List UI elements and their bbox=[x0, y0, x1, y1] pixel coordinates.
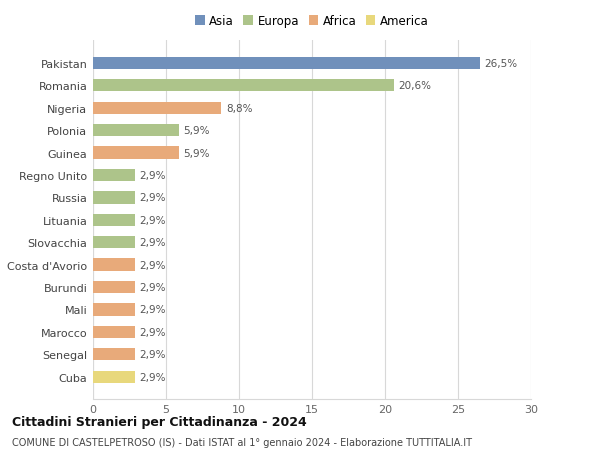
Text: COMUNE DI CASTELPETROSO (IS) - Dati ISTAT al 1° gennaio 2024 - Elaborazione TUTT: COMUNE DI CASTELPETROSO (IS) - Dati ISTA… bbox=[12, 437, 472, 447]
Bar bbox=[93, 125, 179, 137]
Bar bbox=[93, 214, 136, 226]
Bar bbox=[93, 169, 136, 182]
Bar bbox=[93, 57, 480, 70]
Bar bbox=[93, 281, 136, 294]
Bar bbox=[93, 80, 394, 92]
Bar bbox=[93, 236, 136, 249]
Text: 2,9%: 2,9% bbox=[140, 282, 166, 292]
Text: 20,6%: 20,6% bbox=[398, 81, 431, 91]
Text: 5,9%: 5,9% bbox=[184, 148, 210, 158]
Text: 2,9%: 2,9% bbox=[140, 171, 166, 180]
Text: 2,9%: 2,9% bbox=[140, 327, 166, 337]
Legend: Asia, Europa, Africa, America: Asia, Europa, Africa, America bbox=[191, 11, 433, 31]
Text: 2,9%: 2,9% bbox=[140, 372, 166, 382]
Bar bbox=[93, 371, 136, 383]
Bar bbox=[93, 304, 136, 316]
Bar bbox=[93, 348, 136, 361]
Text: 5,9%: 5,9% bbox=[184, 126, 210, 136]
Bar bbox=[93, 147, 179, 159]
Text: 26,5%: 26,5% bbox=[484, 59, 517, 69]
Text: 2,9%: 2,9% bbox=[140, 260, 166, 270]
Bar bbox=[93, 326, 136, 338]
Text: Cittadini Stranieri per Cittadinanza - 2024: Cittadini Stranieri per Cittadinanza - 2… bbox=[12, 415, 307, 428]
Bar bbox=[93, 102, 221, 115]
Bar bbox=[93, 192, 136, 204]
Text: 2,9%: 2,9% bbox=[140, 215, 166, 225]
Text: 2,9%: 2,9% bbox=[140, 350, 166, 359]
Text: 2,9%: 2,9% bbox=[140, 238, 166, 248]
Text: 8,8%: 8,8% bbox=[226, 103, 253, 113]
Text: 2,9%: 2,9% bbox=[140, 305, 166, 315]
Text: 2,9%: 2,9% bbox=[140, 193, 166, 203]
Bar bbox=[93, 259, 136, 271]
